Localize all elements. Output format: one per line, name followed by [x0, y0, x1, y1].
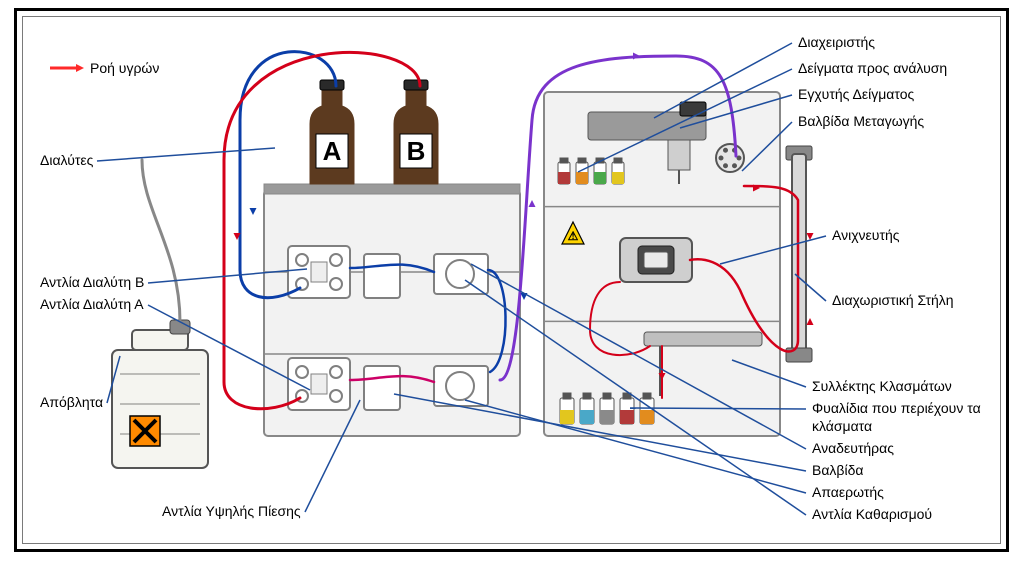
- svg-text:B: B: [407, 136, 426, 166]
- label-manager: Διαχειριστής: [798, 34, 875, 52]
- label-pump-a: Αντλία Διαλύτη Α: [40, 296, 144, 314]
- svg-text:A: A: [323, 136, 342, 166]
- label-transfer-valve: Βαλβίδα Μεταγωγής: [798, 113, 924, 131]
- diagram-svg: A B ⚠: [0, 0, 1023, 566]
- label-fraction-vials: Φυαλίδια που περιέχουν τα κλάσματα: [812, 400, 1002, 435]
- label-collector: Συλλέκτης Κλασμάτων: [812, 378, 952, 396]
- label-samples: Δείγματα προς ανάλυση: [798, 60, 947, 78]
- label-hp-pump: Αντλία Υψηλής Πίεσης: [162, 503, 301, 521]
- diagram-root: AB⚠ Ροή υγρών Διαλύτες Αντλία Διαλύτη Β …: [0, 0, 1023, 566]
- label-degasser: Απαερωτής: [812, 484, 884, 502]
- label-detector: Ανιχνευτής: [832, 227, 900, 245]
- label-solvents: Διαλύτες: [40, 152, 93, 170]
- svg-text:⚠: ⚠: [568, 229, 579, 243]
- label-column: Διαχωριστική Στήλη: [832, 292, 954, 310]
- legend-label: Ροή υγρών: [90, 60, 159, 78]
- label-injector: Εγχυτής Δείγματος: [798, 86, 914, 104]
- label-valve: Βαλβίδα: [812, 462, 863, 480]
- label-pump-b: Αντλία Διαλύτη Β: [40, 274, 144, 292]
- label-waste: Απόβλητα: [40, 394, 103, 412]
- label-stirrer: Αναδευτήρας: [812, 440, 894, 458]
- label-purge-pump: Αντλία Καθαρισμού: [812, 506, 932, 524]
